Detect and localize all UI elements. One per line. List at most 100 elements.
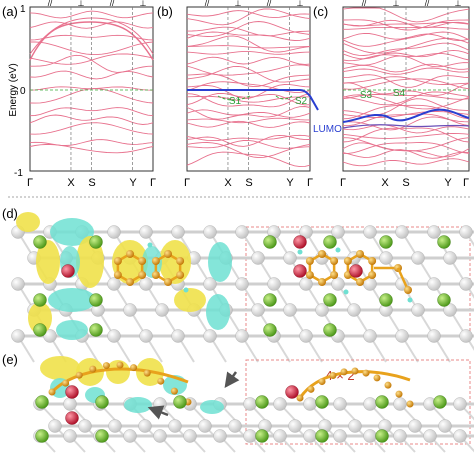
carbon-atom	[164, 250, 172, 258]
panel-d-label: (d)	[2, 206, 18, 221]
carbon-atom	[318, 278, 326, 286]
hydrogen-atom	[335, 247, 341, 253]
hydrogen-atom	[183, 287, 189, 293]
substrate-atom	[63, 397, 77, 411]
panel-b-top-marks: // ⊥ // ⊥	[205, 0, 304, 8]
substrate-atom	[63, 429, 77, 443]
substrate-atom	[379, 251, 393, 265]
substrate-atom	[213, 429, 227, 443]
carbon-atom	[356, 250, 364, 258]
carbon-atom	[330, 257, 339, 265]
kpoint-label: Y	[129, 177, 137, 189]
perpendicular-mark: ⊥	[78, 0, 85, 8]
substrate-atom	[251, 303, 265, 317]
substrate-atom	[153, 429, 167, 443]
substrate-atom	[438, 419, 452, 433]
perpendicular-mark: ⊥	[297, 0, 304, 8]
o-atom	[65, 385, 79, 399]
substrate-atom	[235, 277, 249, 291]
band-line	[186, 134, 311, 147]
ag-atom	[255, 429, 269, 443]
panel-b: (b) S1 S2 LUMO Γ X S Y Γ // ⊥ // ⊥	[157, 0, 342, 189]
substrate-atom	[107, 277, 121, 291]
ag-atom	[95, 429, 109, 443]
substrate-atom	[363, 397, 377, 411]
substrate-atom	[283, 251, 297, 265]
substrate-atom	[427, 225, 441, 239]
ag-atom	[323, 323, 337, 337]
ag-atom	[263, 235, 277, 249]
kpoint-label: Γ	[184, 177, 190, 189]
lumo-band-b	[187, 89, 319, 111]
state-marker-s2	[275, 95, 293, 100]
substrate-atom	[11, 277, 25, 291]
substrate-atom	[288, 419, 302, 433]
panel-c-kpoint-lines	[384, 7, 449, 171]
substrate-atom	[459, 225, 473, 239]
carbon-atom	[130, 364, 138, 372]
kpoint-label: X	[381, 177, 389, 189]
charge-lobe	[36, 240, 60, 284]
parallel-mark: //	[205, 0, 210, 8]
substrate-atom	[243, 397, 257, 411]
panel-c-kpoint-labels: Γ X S Y Γ	[340, 177, 469, 189]
kpoint-label: Γ	[463, 177, 469, 189]
substrate-atom	[273, 397, 287, 411]
ag-atom	[437, 293, 451, 307]
kpoint-label: Γ	[340, 177, 346, 189]
hydrogen-atom	[297, 249, 303, 255]
substrate-atom	[123, 303, 137, 317]
band-line	[342, 124, 470, 134]
substrate-atom	[395, 225, 409, 239]
substrate-atom	[393, 429, 407, 443]
lumo-band-c	[342, 108, 470, 123]
panel-c-label: (c)	[313, 4, 328, 19]
substrate-atom	[393, 397, 407, 411]
carbon-atom	[340, 368, 348, 376]
carbon-atom	[89, 365, 97, 373]
substrate-atom	[243, 429, 257, 443]
panel-b-kpoint-labels: Γ X S Y Γ	[184, 177, 313, 189]
panel-e: (e) 4 × 2	[2, 352, 474, 453]
substrate-atom	[251, 251, 265, 265]
hydrogen-atom	[407, 297, 413, 303]
substrate-atom	[203, 277, 217, 291]
ag-atom	[375, 429, 389, 443]
perpendicular-mark: ⊥	[455, 0, 462, 8]
substrate-atom	[453, 429, 467, 443]
state-marker-s1	[217, 95, 251, 101]
band-line	[29, 144, 154, 154]
panel-c-top-marks: // ⊥ // ⊥	[362, 0, 462, 8]
substrate-atom	[107, 225, 121, 239]
ag-atom	[315, 429, 329, 443]
carbon-atom	[48, 388, 56, 396]
parallel-mark: //	[110, 0, 115, 8]
substrate-atom	[108, 419, 122, 433]
arrow-icon	[224, 371, 240, 389]
ag-atom	[89, 235, 103, 249]
substrate-atom	[123, 429, 137, 443]
lumo-band-c-lower	[342, 124, 470, 129]
kpoint-label: S	[88, 177, 95, 189]
substrate-atom	[235, 329, 249, 343]
panel-c: (c) S3 S4 Γ X S Y Γ // ⊥ // ⊥	[313, 0, 470, 189]
panel-d-atoms	[33, 235, 451, 337]
charge-lobe	[48, 288, 96, 312]
carbon-atom	[126, 250, 134, 258]
carbon-atom	[102, 362, 110, 370]
substrate-atom	[347, 303, 361, 317]
panel-e-label: (e)	[2, 352, 18, 367]
band-line	[29, 21, 154, 61]
charge-lobe	[76, 236, 104, 288]
o-atom	[293, 235, 307, 249]
carbon-atom	[143, 369, 151, 377]
carbon-atom	[356, 278, 364, 286]
substrate-atom	[273, 429, 287, 443]
parallel-mark: //	[362, 0, 367, 8]
substrate-atom	[48, 419, 62, 433]
carbon-atom	[157, 377, 165, 385]
carbon-atom	[395, 390, 403, 398]
band-line	[186, 73, 311, 88]
carbon-atom	[318, 378, 326, 386]
charge-lobe	[124, 397, 152, 413]
